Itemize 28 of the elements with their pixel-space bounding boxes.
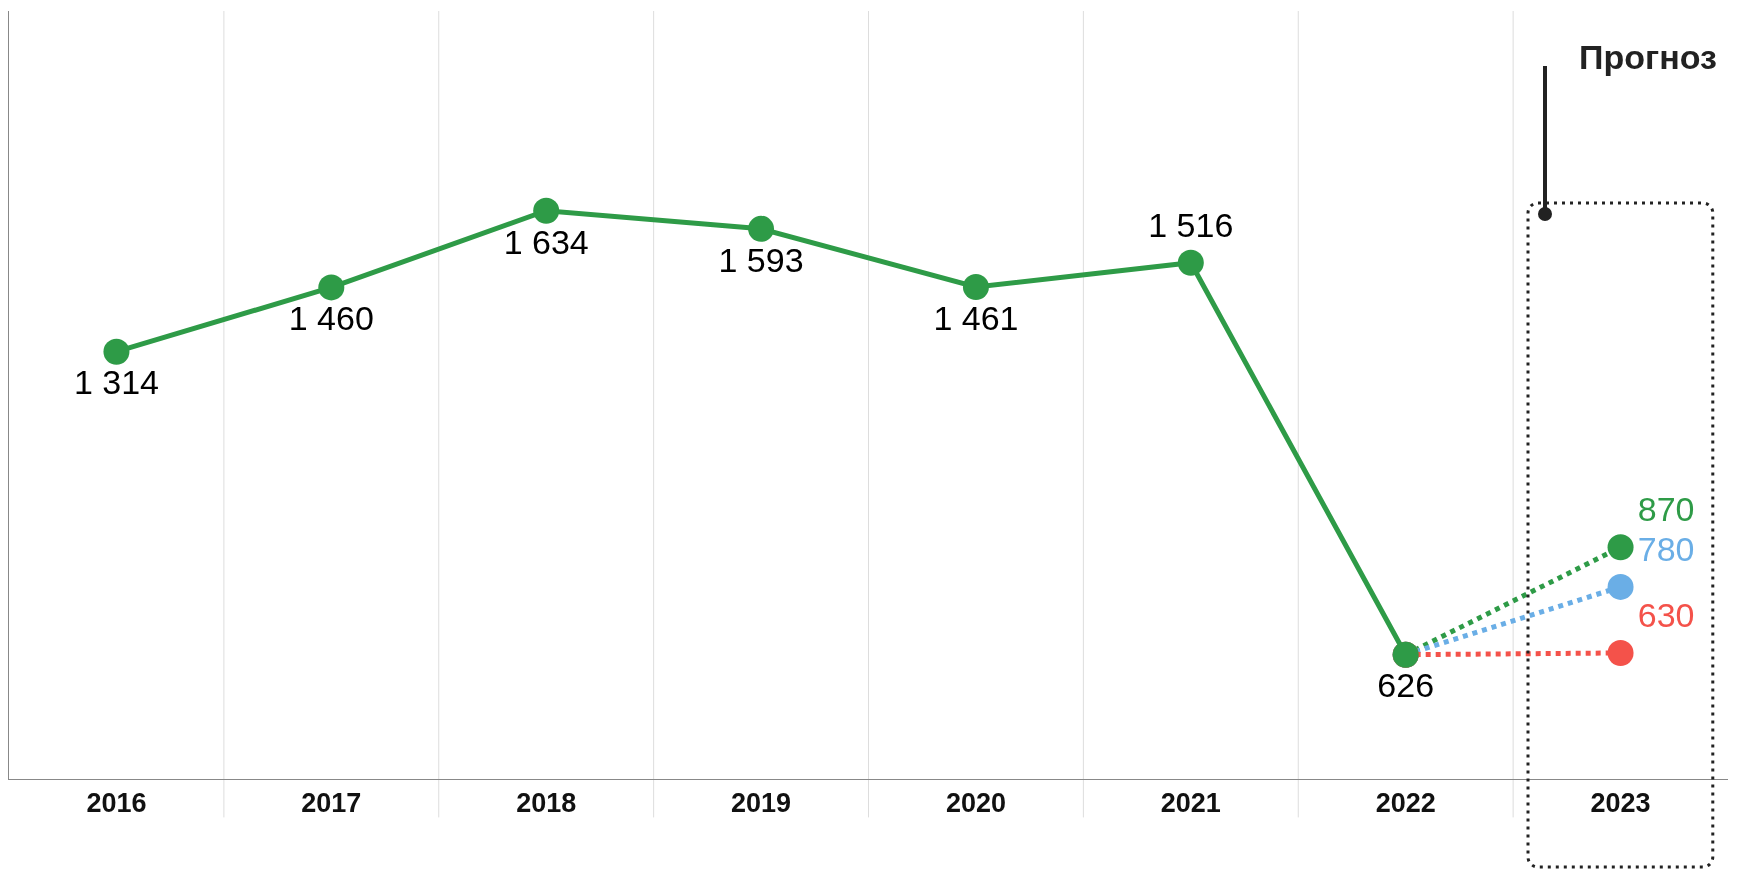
data-label: 1 516 [1148, 205, 1234, 244]
data-label: 1 634 [503, 222, 589, 261]
data-label: 870 [1637, 490, 1695, 529]
x-tick-label: 2018 [516, 788, 577, 819]
data-label: 1 314 [73, 363, 159, 402]
x-tick-label: 2023 [1590, 788, 1651, 819]
x-tick-label: 2022 [1375, 788, 1436, 819]
point [318, 274, 345, 301]
x-tick-label: 2021 [1160, 788, 1221, 819]
data-label: 1 461 [933, 298, 1019, 337]
point [1607, 639, 1634, 666]
x-tick-label: 2016 [86, 788, 147, 819]
data-label: 780 [1637, 530, 1695, 569]
point [533, 197, 560, 224]
data-label: 626 [1377, 666, 1435, 705]
text: Прогноз [1579, 38, 1717, 76]
point [1607, 534, 1634, 561]
x-tick-label: 2017 [301, 788, 362, 819]
x-tick-label: 2020 [945, 788, 1006, 819]
point [962, 273, 989, 300]
data-label: 630 [1637, 596, 1695, 635]
point [748, 215, 775, 242]
point [103, 338, 130, 365]
point [1177, 249, 1204, 276]
data-label: 1 460 [288, 299, 374, 338]
x-tick-label: 2019 [731, 788, 792, 819]
data-label: 1 593 [718, 240, 804, 279]
point [1607, 573, 1634, 600]
